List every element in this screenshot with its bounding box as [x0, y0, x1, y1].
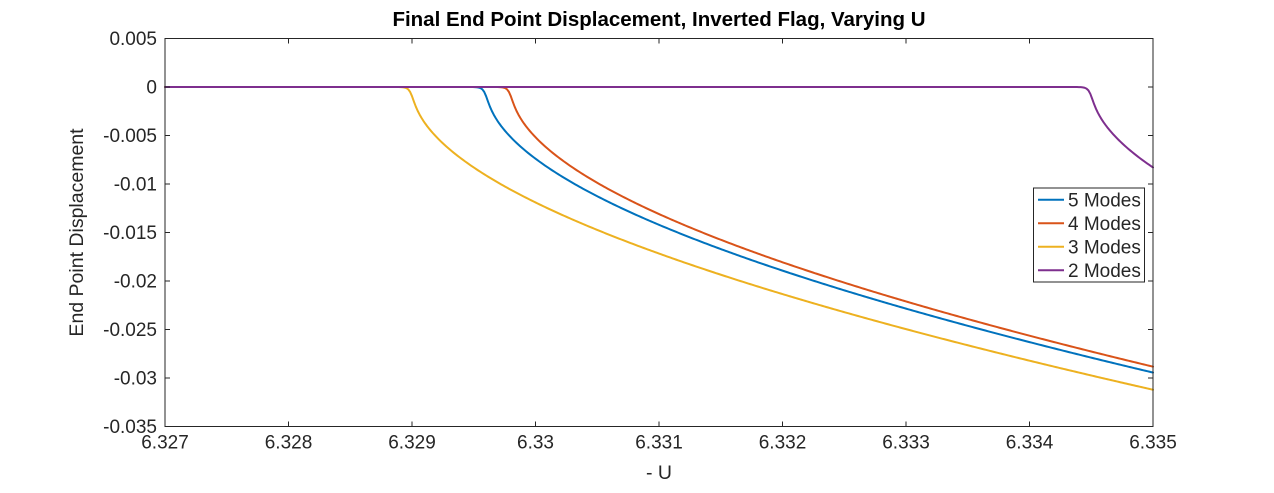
curve-4-modes [164, 86, 1154, 368]
plot-border [164, 38, 1154, 427]
legend-entry-5-modes: 5 Modes [1038, 190, 1141, 211]
curve-2-modes [164, 86, 1154, 169]
y-tick-label: -0.03 [114, 369, 157, 390]
y-tick-label: -0.025 [103, 320, 157, 341]
x-tick-label: 6.333 [882, 433, 930, 454]
x-tick-label: 6.331 [635, 433, 683, 454]
legend-label: 5 Modes [1068, 190, 1141, 211]
legend-entry-4-modes: 4 Modes [1038, 214, 1141, 235]
legend-entry-2-modes: 2 Modes [1038, 261, 1141, 282]
y-tick-label: 0.005 [109, 29, 157, 50]
y-tick-label: 0 [146, 78, 157, 99]
x-tick-label: 6.335 [1129, 433, 1177, 454]
curve-3-modes [164, 86, 1154, 391]
x-axis-label: - U [646, 462, 672, 484]
y-axis-label: End Point Displacement [66, 128, 88, 337]
x-tick-label: 6.329 [388, 433, 436, 454]
x-tick-label: 6.332 [759, 433, 807, 454]
curves-layer [164, 86, 1154, 391]
legend-entry-3-modes: 3 Modes [1038, 237, 1141, 258]
y-tick-label: -0.035 [103, 417, 157, 438]
legend-label: 3 Modes [1068, 237, 1141, 258]
x-tick-label: 6.334 [1006, 433, 1054, 454]
x-tick-label: 6.327 [141, 433, 189, 454]
y-tick-label: -0.005 [103, 126, 157, 147]
axes-box [164, 38, 1154, 427]
y-tick-label: -0.01 [114, 175, 157, 196]
legend-box [1033, 187, 1145, 283]
chart-title: Final End Point Displacement, Inverted F… [392, 8, 925, 31]
legend-label: 4 Modes [1068, 214, 1141, 235]
legend-label: 2 Modes [1068, 261, 1141, 282]
y-tick-label: -0.015 [103, 223, 157, 244]
x-tick-label: 6.328 [265, 433, 313, 454]
x-tick-label: 6.33 [517, 433, 554, 454]
y-tick-label: -0.02 [114, 272, 157, 293]
